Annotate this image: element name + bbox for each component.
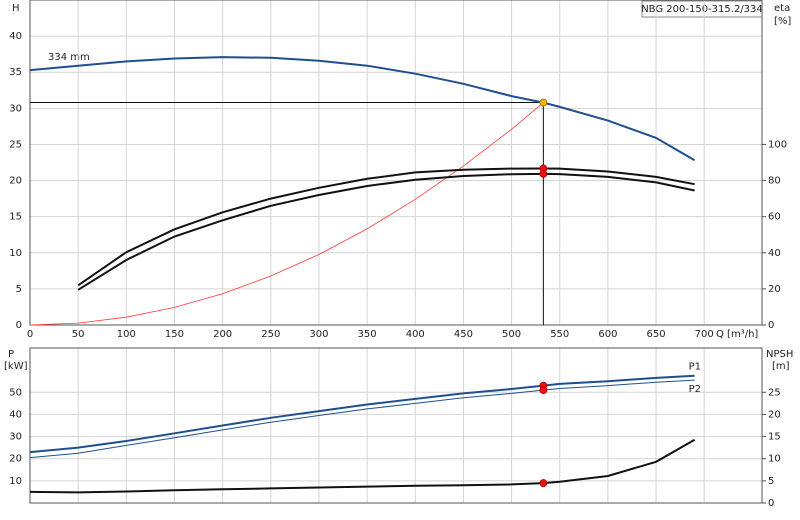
operating-point xyxy=(539,169,548,178)
x-tick-label: 700 xyxy=(695,329,714,340)
y2-tick-label: 20 xyxy=(768,284,781,295)
y-axis-label: H xyxy=(12,3,20,14)
y2-tick-label: 80 xyxy=(768,176,781,187)
y-tick-label: 40 xyxy=(9,409,22,420)
plot-area xyxy=(29,348,762,503)
y2-tick-label: 40 xyxy=(768,248,781,259)
x-tick-label: 250 xyxy=(261,329,280,340)
y2-tick-label: 60 xyxy=(768,212,781,223)
y2-tick-label: 0 xyxy=(768,498,774,509)
y-tick-label: 30 xyxy=(9,103,22,114)
y-axis-unit: [kW] xyxy=(4,361,28,372)
plot-area xyxy=(29,0,762,326)
y2-tick-label: 15 xyxy=(768,432,781,443)
y2-axis-unit: [%] xyxy=(774,16,791,27)
y-tick-label: 10 xyxy=(9,476,22,487)
y2-tick-label: 5 xyxy=(768,476,774,487)
series-line xyxy=(29,438,696,494)
operating-point xyxy=(539,479,548,487)
operating-point xyxy=(539,98,548,107)
y-tick-label: 20 xyxy=(9,454,22,465)
x-tick-label: 150 xyxy=(165,329,184,340)
y-tick-label: 50 xyxy=(9,387,22,398)
legend-label: P2 xyxy=(689,384,701,395)
y-tick-label: 25 xyxy=(9,139,22,150)
x-axis-label: Q [m³/h] xyxy=(716,329,758,340)
y-tick-label: 30 xyxy=(9,432,22,443)
x-tick-label: 450 xyxy=(454,329,473,340)
legend-label: P1 xyxy=(689,362,701,373)
x-tick-label: 100 xyxy=(117,329,136,340)
x-tick-label: 650 xyxy=(647,329,666,340)
operating-point xyxy=(539,386,548,394)
y-axis-label: P xyxy=(8,349,14,360)
y2-axis-label: eta xyxy=(774,3,790,14)
series-line xyxy=(77,167,695,287)
y-tick-label: 0 xyxy=(16,320,22,331)
x-tick-label: 350 xyxy=(358,329,377,340)
y2-axis-label: NPSH xyxy=(766,349,793,360)
plot-frame xyxy=(29,347,763,504)
x-tick-label: 600 xyxy=(598,329,617,340)
y-tick-label: 35 xyxy=(9,67,22,78)
series-line xyxy=(29,56,696,162)
y-tick-label: 5 xyxy=(16,284,22,295)
plot-frame xyxy=(29,0,763,326)
chart-title: NBG 200-150-315.2/334 xyxy=(641,4,763,15)
y-tick-label: 15 xyxy=(9,212,22,223)
series-line xyxy=(29,379,695,459)
y2-axis-unit: [m] xyxy=(772,361,790,372)
x-tick-label: 500 xyxy=(502,329,521,340)
y2-tick-label: 25 xyxy=(768,387,781,398)
y2-tick-label: 0 xyxy=(768,320,774,331)
y-tick-label: 10 xyxy=(9,248,22,259)
series-line xyxy=(77,172,695,291)
y2-tick-label: 20 xyxy=(768,409,781,420)
y-tick-label: 20 xyxy=(9,176,22,187)
series-line xyxy=(29,374,695,454)
x-tick-label: 50 xyxy=(72,329,85,340)
x-tick-label: 550 xyxy=(550,329,569,340)
x-tick-label: 300 xyxy=(309,329,328,340)
y-tick-label: 40 xyxy=(9,31,22,42)
y2-tick-label: 100 xyxy=(768,139,787,150)
curve-label: 334 mm xyxy=(48,52,90,63)
x-tick-label: 200 xyxy=(213,329,232,340)
series-line xyxy=(29,102,544,326)
x-tick-label: 400 xyxy=(406,329,425,340)
x-tick-label: 0 xyxy=(27,329,33,340)
y2-tick-label: 10 xyxy=(768,454,781,465)
